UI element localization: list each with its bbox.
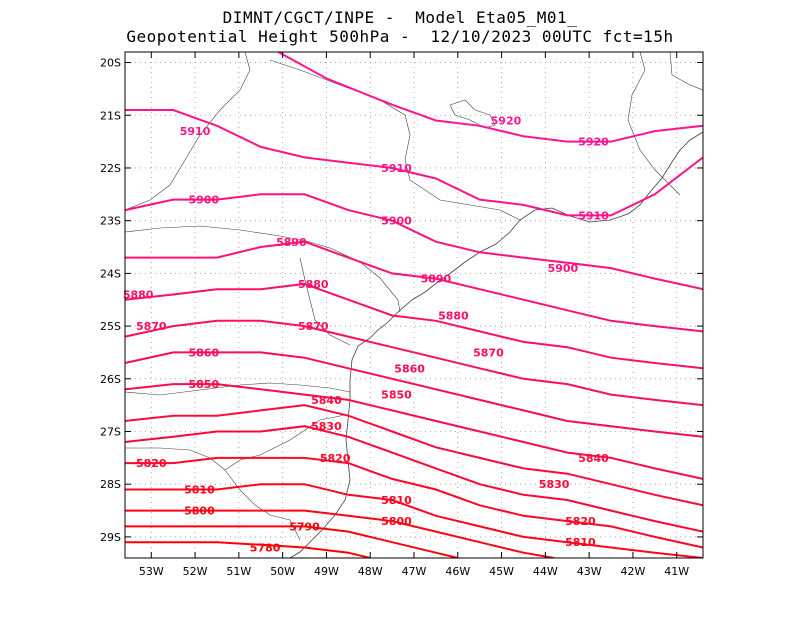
contour-5900 — [125, 193, 703, 291]
x-tick-label: 53W — [139, 565, 164, 578]
contour-label: 5790 — [289, 520, 320, 533]
state-border — [125, 382, 351, 396]
contour-label: 5880 — [438, 310, 469, 323]
x-tick-label: 42W — [621, 565, 646, 578]
contour-label: 5800 — [381, 515, 412, 528]
contour-label: 5900 — [381, 215, 412, 228]
contour-5790 — [125, 525, 459, 558]
y-tick-label: 20S — [100, 57, 121, 70]
contour-label: 5900 — [548, 262, 579, 275]
y-tick-label: 24S — [100, 267, 121, 280]
contour-label: 5820 — [136, 457, 167, 470]
contour-5870 — [125, 319, 703, 407]
contour-5800 — [125, 509, 555, 558]
contour-label: 5860 — [189, 346, 220, 359]
y-tick-label: 21S — [100, 109, 121, 122]
contour-label: 5820 — [565, 515, 596, 528]
contour-label: 5820 — [320, 452, 351, 465]
y-tick-label: 29S — [100, 531, 121, 544]
state-border — [299, 257, 351, 346]
x-tick-label: 45W — [489, 565, 514, 578]
contour-label: 5810 — [184, 483, 215, 496]
contour-label: 5860 — [394, 362, 425, 375]
contour-label: 5890 — [421, 273, 452, 286]
contour-5860 — [125, 351, 703, 438]
y-tick-label: 22S — [100, 162, 121, 175]
x-tick-label: 48W — [358, 565, 383, 578]
contour-5920 — [277, 52, 703, 143]
contour-label: 5920 — [491, 115, 522, 128]
contour-5890 — [125, 240, 703, 333]
contour-label: 5830 — [311, 420, 342, 433]
coastline — [289, 131, 703, 558]
contour-5880 — [125, 282, 703, 370]
x-tick-label: 52W — [183, 565, 208, 578]
contour-label: 5840 — [311, 394, 342, 407]
state-border — [627, 52, 681, 196]
contour-5910 — [125, 109, 703, 217]
lat-lon-grid — [125, 52, 703, 558]
contour-label: 5810 — [381, 494, 412, 507]
contour-label: 5800 — [184, 505, 215, 518]
state-border — [125, 225, 401, 313]
x-tick-label: 50W — [270, 565, 295, 578]
x-tick-label: 46W — [445, 565, 470, 578]
y-tick-label: 27S — [100, 426, 121, 439]
contour-label: 5870 — [473, 346, 504, 359]
contour-5850 — [125, 383, 703, 480]
x-tick-label: 51W — [226, 565, 251, 578]
state-border — [125, 414, 346, 471]
state-border — [125, 52, 251, 211]
x-tick-label: 47W — [402, 565, 427, 578]
title-line-2: Geopotential Height 500hPa - 12/10/2023 … — [126, 27, 674, 46]
contour-5840 — [125, 404, 703, 507]
contour-label: 5880 — [298, 278, 329, 291]
contour-label: 5880 — [123, 288, 154, 301]
contour-5820 — [125, 456, 703, 549]
contour-label: 5840 — [578, 452, 609, 465]
contour-label: 5890 — [276, 236, 307, 249]
contour-label: 5850 — [189, 378, 220, 391]
state-border — [269, 59, 521, 221]
x-tick-label: 41W — [664, 565, 689, 578]
contour-label: 5830 — [539, 478, 570, 491]
contour-labels: 5920 5910 5900 5890 5880 5870 5860 5850 5840 5830… — [123, 115, 609, 555]
contour-5780 — [125, 541, 371, 558]
y-tick-label: 23S — [100, 215, 121, 228]
contour-label: 5920 — [578, 136, 609, 149]
x-tick-label: 49W — [314, 565, 339, 578]
y-tick-label: 28S — [100, 478, 121, 491]
x-tick-label: 44W — [533, 565, 558, 578]
title-line-1: DIMNT/CGCT/INPE - Model Eta05_M01_ — [222, 8, 578, 27]
contour-lines — [125, 52, 703, 558]
contour-label: 5900 — [189, 194, 220, 207]
contour-label: 5850 — [381, 389, 412, 402]
contour-5810 — [125, 483, 703, 558]
contour-label: 5870 — [136, 320, 167, 333]
contour-5830 — [125, 425, 703, 533]
contour-label: 5780 — [250, 541, 281, 554]
axis-ticks: 53W 52W 51W 50W 49W 48W 47W 46W 45W 44W 43W 42W 41W 2… — [100, 52, 703, 578]
contour-label: 5910 — [180, 125, 211, 138]
contour-label: 5910 — [578, 209, 609, 222]
lake — [449, 99, 496, 129]
y-tick-label: 26S — [100, 373, 121, 386]
contour-label: 5870 — [298, 320, 329, 333]
state-border — [669, 52, 703, 91]
y-tick-label: 25S — [100, 320, 121, 333]
x-tick-label: 43W — [577, 565, 602, 578]
contour-label: 5810 — [565, 536, 596, 549]
contour-label: 5910 — [381, 162, 412, 175]
